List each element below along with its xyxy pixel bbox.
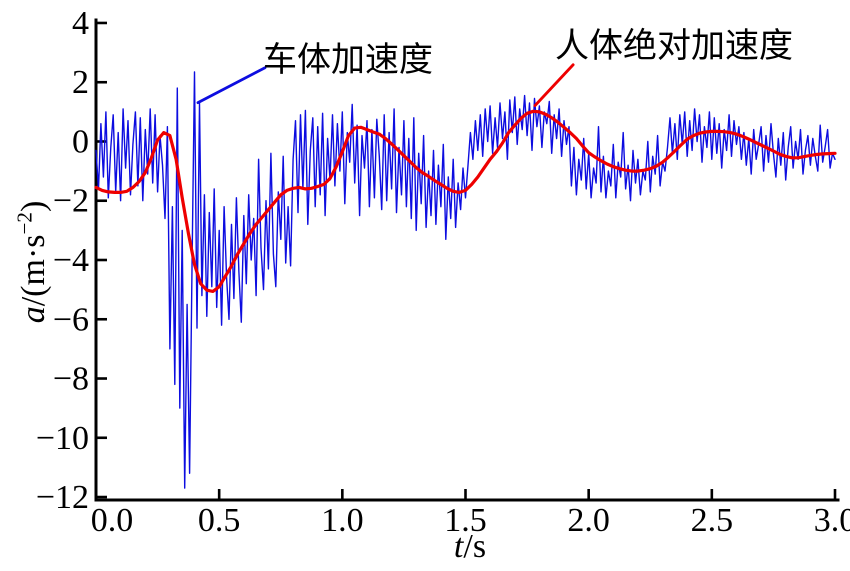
annotation-vehicle-acceleration: 车体加速度 <box>263 44 433 78</box>
x-tick-label: 0.5 <box>198 502 241 539</box>
x-axis-label-unit: /s <box>463 528 487 565</box>
y-tick-label: 4 <box>72 5 89 42</box>
x-tick-label: 2.5 <box>691 502 734 539</box>
x-tick-label: 0.0 <box>91 502 134 539</box>
y-axis-label-unit: /(m·s <box>15 234 52 307</box>
x-axis-label-symbol: t <box>453 528 464 565</box>
y-tick-label: −4 <box>53 242 89 279</box>
y-tick-label: −2 <box>53 183 89 220</box>
y-tick-label: −10 <box>36 420 89 457</box>
y-axis-label: a/(m·s−2) <box>13 200 52 324</box>
x-axis-label: t/s <box>454 530 486 564</box>
x-tick-label: 3.0 <box>814 502 850 539</box>
x-tick-label: 2.0 <box>567 502 610 539</box>
x-tick-label: 1.5 <box>444 502 487 539</box>
y-tick-label: 0 <box>72 123 89 160</box>
y-tick-label: −12 <box>36 479 89 516</box>
y-axis-label-exponent: −2 <box>12 212 37 235</box>
vehicle-acceleration-line <box>95 71 836 489</box>
x-tick-label: 1.0 <box>321 502 364 539</box>
annotation-human-text: 人体绝对加速度 <box>555 28 793 65</box>
y-tick-label: −8 <box>53 361 89 398</box>
y-tick-label: 2 <box>72 64 89 101</box>
human-label-leader-line <box>533 63 575 108</box>
y-axis-label-symbol: a <box>15 306 52 324</box>
annotation-vehicle-text: 车体加速度 <box>263 42 433 79</box>
annotation-human-acceleration: 人体绝对加速度 <box>555 30 793 64</box>
human-acceleration-line <box>94 109 837 293</box>
y-tick-label: −6 <box>53 301 89 338</box>
axis-spines <box>94 18 840 502</box>
y-axis-label-close: ) <box>15 200 52 213</box>
vehicle-label-leader-line <box>196 66 267 105</box>
